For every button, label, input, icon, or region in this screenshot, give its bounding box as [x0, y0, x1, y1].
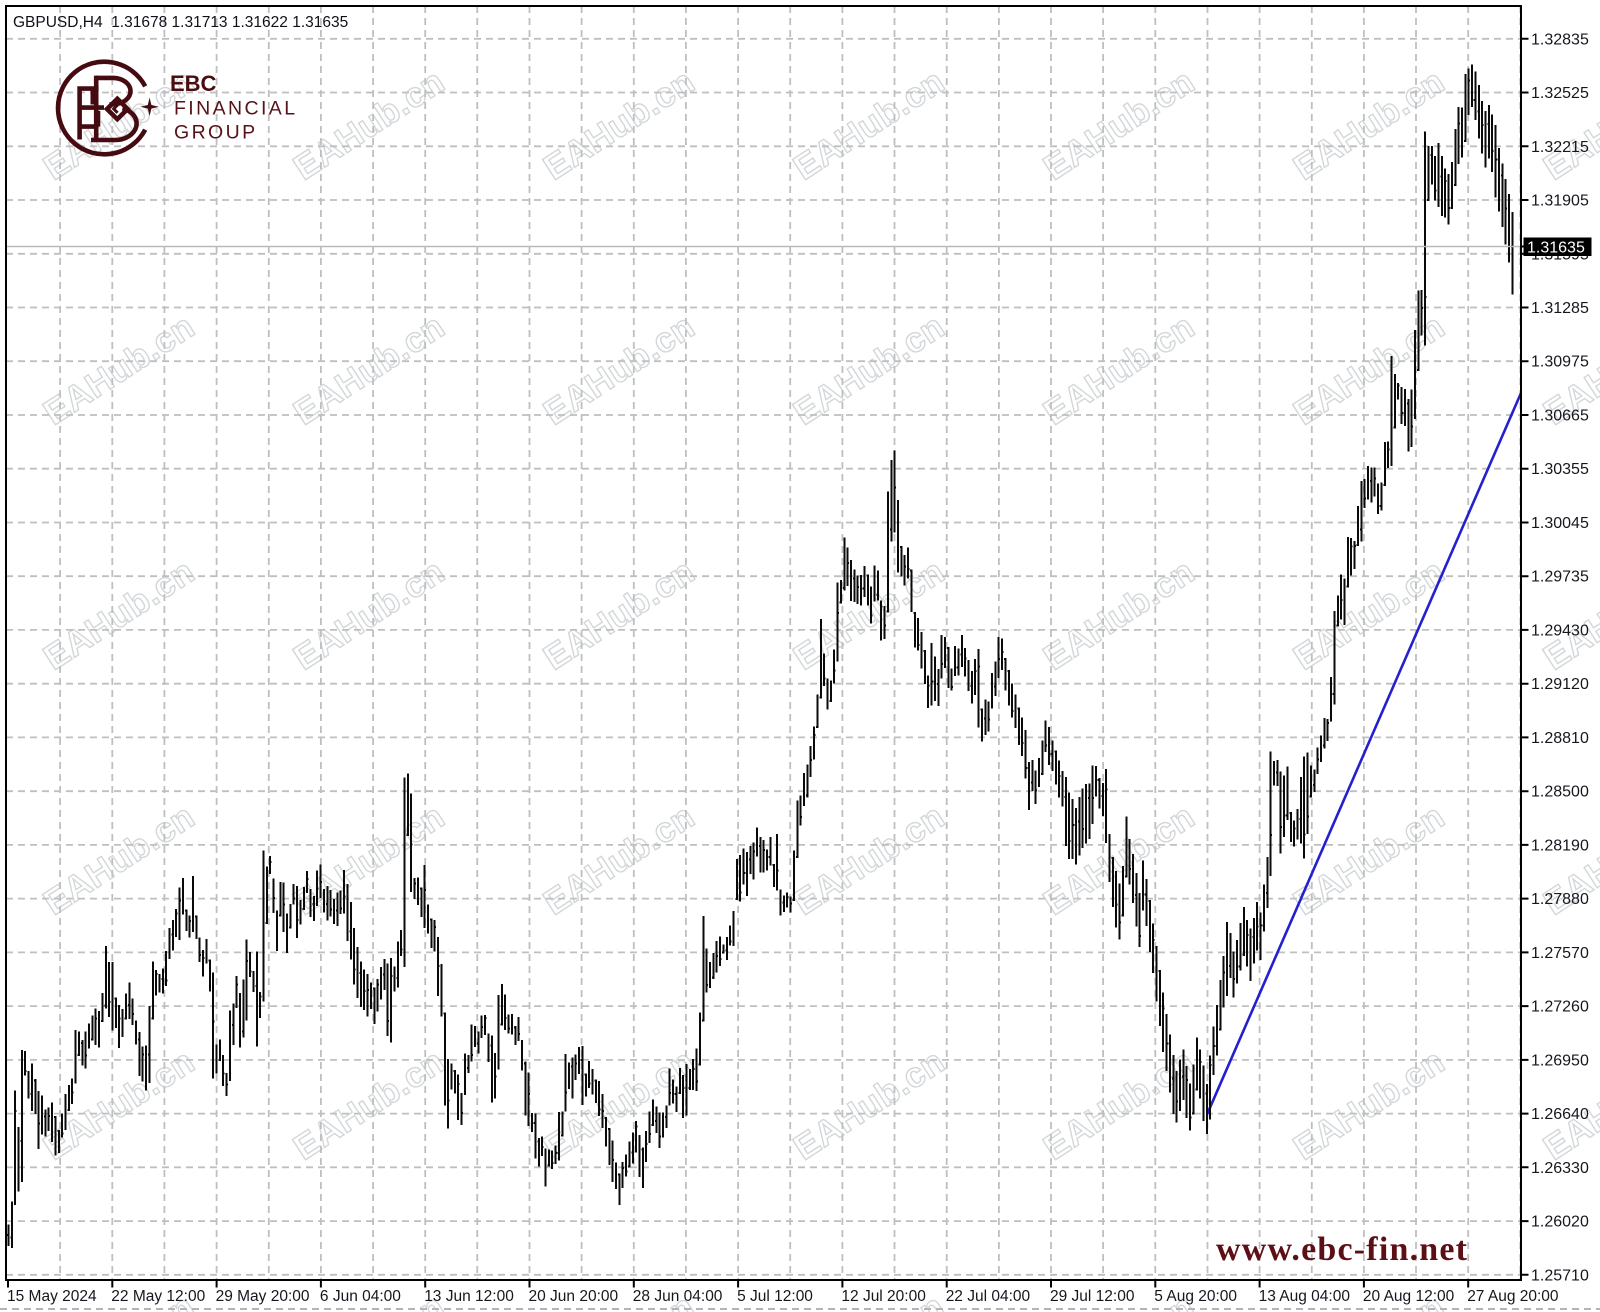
svg-text:12 Jul 20:00: 12 Jul 20:00: [841, 1288, 926, 1305]
svg-text:22 May 12:00: 22 May 12:00: [111, 1288, 205, 1305]
svg-text:22 Jul 04:00: 22 Jul 04:00: [946, 1288, 1031, 1305]
svg-text:27 Aug 20:00: 27 Aug 20:00: [1467, 1288, 1559, 1305]
svg-text:13 Jun 12:00: 13 Jun 12:00: [424, 1288, 514, 1305]
svg-text:1.30665: 1.30665: [1531, 408, 1589, 425]
svg-text:1.29430: 1.29430: [1531, 622, 1589, 639]
svg-text:1.29120: 1.29120: [1531, 676, 1589, 693]
svg-text:GROUP: GROUP: [174, 122, 258, 144]
svg-text:1.26330: 1.26330: [1531, 1160, 1589, 1177]
svg-text:FINANCIAL: FINANCIAL: [174, 98, 297, 120]
svg-text:29 May 20:00: 29 May 20:00: [216, 1288, 310, 1305]
svg-text:1.28500: 1.28500: [1531, 784, 1589, 801]
svg-text:1.30045: 1.30045: [1531, 515, 1589, 532]
svg-text:20 Aug 12:00: 20 Aug 12:00: [1363, 1288, 1455, 1305]
svg-text:1.29735: 1.29735: [1531, 569, 1589, 586]
svg-text:1.31635: 1.31635: [1527, 240, 1585, 257]
svg-text:28 Jun 04:00: 28 Jun 04:00: [633, 1288, 723, 1305]
svg-text:EBC: EBC: [170, 71, 217, 96]
svg-text:29 Jul 12:00: 29 Jul 12:00: [1050, 1288, 1135, 1305]
svg-text:1.32525: 1.32525: [1531, 85, 1589, 102]
svg-text:1.32835: 1.32835: [1531, 31, 1589, 48]
svg-text:1.28810: 1.28810: [1531, 730, 1589, 747]
svg-text:5 Aug 20:00: 5 Aug 20:00: [1154, 1288, 1237, 1305]
svg-text:1.27880: 1.27880: [1531, 891, 1589, 908]
svg-text:1.28190: 1.28190: [1531, 837, 1589, 854]
svg-text:6 Jun 04:00: 6 Jun 04:00: [320, 1288, 401, 1305]
svg-text:1.26020: 1.26020: [1531, 1214, 1589, 1231]
svg-text:www.ebc-fin.net: www.ebc-fin.net: [1216, 1231, 1468, 1268]
svg-text:1.25710: 1.25710: [1531, 1267, 1589, 1284]
svg-text:15 May 2024: 15 May 2024: [7, 1288, 97, 1305]
svg-text:1.31905: 1.31905: [1531, 193, 1589, 210]
svg-text:1.31285: 1.31285: [1531, 300, 1589, 317]
svg-text:5 Jul 12:00: 5 Jul 12:00: [737, 1288, 813, 1305]
svg-text:1.32215: 1.32215: [1531, 139, 1589, 156]
svg-text:13 Aug 04:00: 13 Aug 04:00: [1259, 1288, 1351, 1305]
svg-text:GBPUSD,H4 1.31678 1.31713 1.3: GBPUSD,H4 1.31678 1.31713 1.31622 1.3163…: [13, 14, 348, 31]
svg-text:1.30355: 1.30355: [1531, 461, 1589, 478]
svg-text:20 Jun 20:00: 20 Jun 20:00: [529, 1288, 619, 1305]
svg-text:1.30975: 1.30975: [1531, 354, 1589, 371]
svg-text:1.27260: 1.27260: [1531, 999, 1589, 1016]
svg-text:1.26950: 1.26950: [1531, 1052, 1589, 1069]
svg-text:1.26640: 1.26640: [1531, 1106, 1589, 1123]
svg-text:1.27570: 1.27570: [1531, 945, 1589, 962]
